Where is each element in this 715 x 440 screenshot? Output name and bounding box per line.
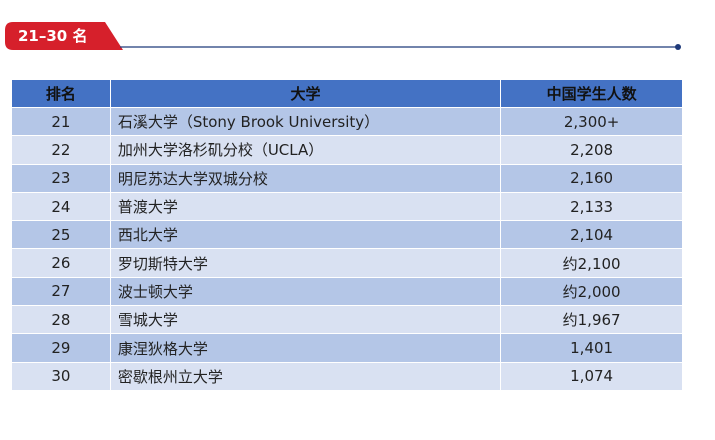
rank-cell: 30 <box>11 361 111 391</box>
table-row: 30 密歇根州立大学 1,074 <box>11 361 683 391</box>
count-cell: 约1,967 <box>500 305 683 335</box>
table-row: 29 康涅狄格大学 1,401 <box>11 333 683 363</box>
rank-cell: 24 <box>11 191 111 222</box>
column-header: 中国学生人数 <box>500 79 683 108</box>
university-cell: 石溪大学（Stony Brook University） <box>109 106 502 137</box>
section-title: 21–30 名 <box>18 27 88 45</box>
count-cell: 约2,000 <box>500 276 683 307</box>
rank-cell: 28 <box>11 305 111 335</box>
count-cell: 2,104 <box>500 220 683 250</box>
university-cell: 密歇根州立大学 <box>109 361 502 391</box>
rank-cell: 22 <box>11 135 111 165</box>
table-row: 23 明尼苏达大学双城分校 2,160 <box>11 163 683 193</box>
title-tab <box>5 22 123 50</box>
table-row: 25 西北大学 2,104 <box>11 220 683 250</box>
header-row: 排名 大学 中国学生人数 <box>11 79 683 108</box>
table-row: 26 罗切斯特大学 约2,100 <box>11 248 683 278</box>
count-cell: 2,300+ <box>500 106 683 137</box>
count-cell: 1,074 <box>500 361 683 391</box>
rank-cell: 23 <box>11 163 111 193</box>
title-rule <box>120 44 681 50</box>
university-cell: 加州大学洛杉矶分校（UCLA） <box>109 135 502 165</box>
table-row: 28 雪城大学 约1,967 <box>11 305 683 335</box>
rank-cell: 27 <box>11 276 111 307</box>
university-cell: 波士顿大学 <box>109 276 502 307</box>
rank-cell: 29 <box>11 333 111 363</box>
table-body: 21 石溪大学（Stony Brook University） 2,300+ 22 加州… <box>11 106 683 391</box>
university-cell: 普渡大学 <box>109 191 502 222</box>
university-cell: 罗切斯特大学 <box>109 248 502 278</box>
column-header: 排名 <box>11 79 111 108</box>
column-header: 大学 <box>109 79 502 108</box>
count-cell: 约2,100 <box>500 248 683 278</box>
rank-cell: 21 <box>11 106 111 137</box>
table-row: 22 加州大学洛杉矶分校（UCLA） 2,208 <box>11 135 683 165</box>
university-cell: 雪城大学 <box>109 305 502 335</box>
rank-cell: 26 <box>11 248 111 278</box>
count-cell: 2,133 <box>500 191 683 222</box>
rank-cell: 25 <box>11 220 111 250</box>
count-cell: 1,401 <box>500 333 683 363</box>
university-cell: 西北大学 <box>109 220 502 250</box>
count-cell: 2,160 <box>500 163 683 193</box>
university-cell: 明尼苏达大学双城分校 <box>109 163 502 193</box>
table-row: 21 石溪大学（Stony Brook University） 2,300+ <box>11 106 683 137</box>
ranking-table: 排名 大学 中国学生人数 21 石溪大学（Stony Brook University… <box>11 79 683 391</box>
count-cell: 2,208 <box>500 135 683 165</box>
table-row: 24 普渡大学 2,133 <box>11 191 683 222</box>
table-row: 27 波士顿大学 约2,000 <box>11 276 683 307</box>
university-cell: 康涅狄格大学 <box>109 333 502 363</box>
